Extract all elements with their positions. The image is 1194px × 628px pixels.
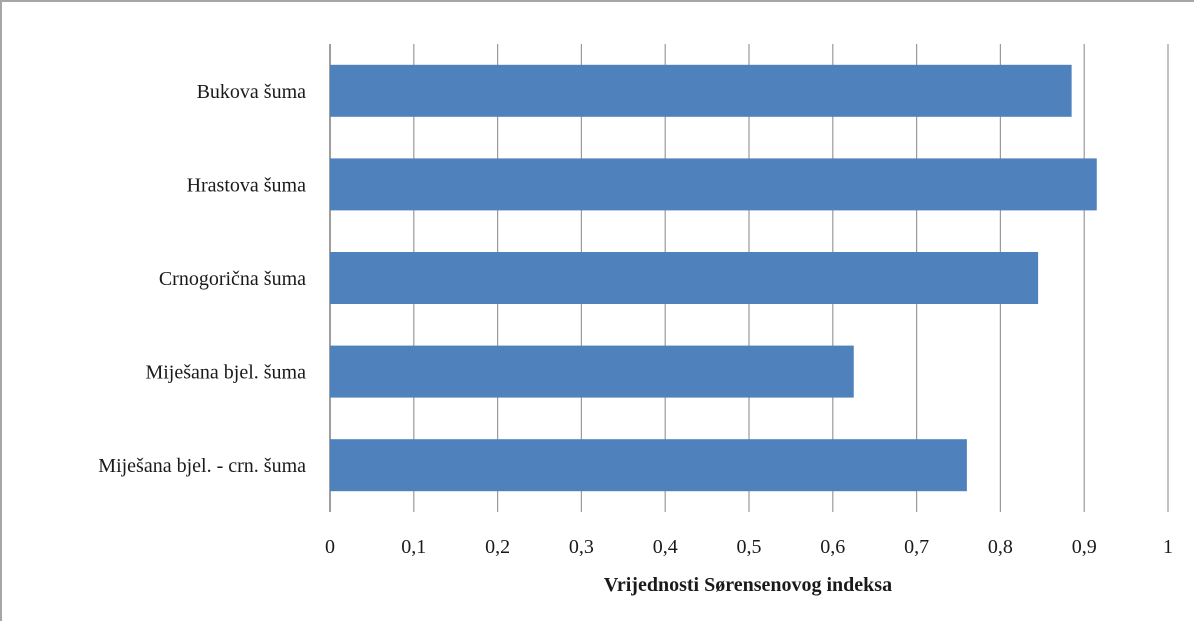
x-tick-label: 0,9 xyxy=(1072,536,1097,558)
x-tick-labels: 0 0,1 0,2 0,3 0,4 0,5 0,6 0,7 0,8 0,9 1 xyxy=(325,536,1173,558)
x-tick-label: 1 xyxy=(1163,536,1173,558)
x-axis-label: Vrijednosti Sørensenovog indeksa xyxy=(604,574,892,596)
category-labels: Bukova šuma Hrastova šuma Crnogorična šuma… xyxy=(98,81,306,477)
category-label: Miješana bjel. šuma xyxy=(145,362,306,384)
category-label: Hrastova šuma xyxy=(187,174,307,196)
bar xyxy=(330,64,1072,117)
x-tick-label: 0,5 xyxy=(737,536,762,558)
category-label: Bukova šuma xyxy=(197,81,307,103)
bar xyxy=(330,345,854,398)
bars xyxy=(330,64,1097,492)
x-tick-label: 0,6 xyxy=(820,536,845,558)
x-tick-label: 0,7 xyxy=(904,536,929,558)
x-tick-label: 0,4 xyxy=(653,536,678,558)
x-tick-label: 0 xyxy=(325,536,335,558)
bar xyxy=(330,439,967,492)
x-tick-label: 0,1 xyxy=(401,536,426,558)
category-label: Miješana bjel. - crn. šuma xyxy=(98,455,306,477)
x-tick-label: 0,3 xyxy=(569,536,594,558)
bar xyxy=(330,158,1097,211)
category-label: Crnogorična šuma xyxy=(159,268,306,290)
x-tick-label: 0,8 xyxy=(988,536,1013,558)
x-tick-label: 0,2 xyxy=(485,536,510,558)
bar xyxy=(330,252,1039,304)
